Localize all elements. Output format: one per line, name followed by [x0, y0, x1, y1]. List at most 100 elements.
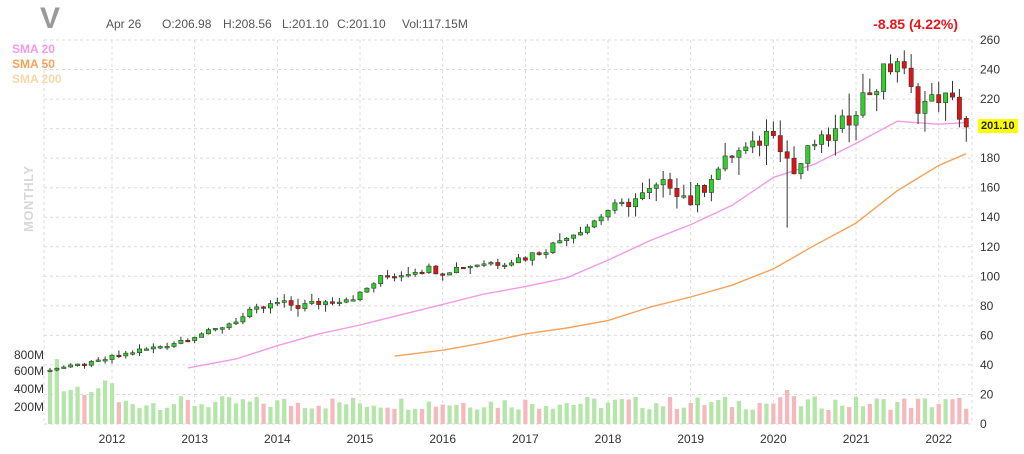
- volume-bar: [626, 399, 631, 424]
- volume-bar: [530, 403, 535, 424]
- candle-down: [295, 305, 301, 309]
- volume-bar: [440, 404, 445, 424]
- candle-down: [288, 300, 294, 306]
- time-tick-label: 2016: [429, 432, 456, 446]
- volume-bar: [819, 408, 824, 424]
- grid: [43, 39, 973, 425]
- candle-down: [185, 340, 191, 343]
- candle-down: [956, 96, 962, 120]
- candle-up: [557, 240, 563, 244]
- volume-bar: [419, 408, 425, 424]
- volume-bar: [288, 406, 294, 424]
- volume-bar: [206, 407, 211, 424]
- candle-up: [212, 328, 218, 331]
- volume-bar: [54, 359, 60, 424]
- volume-bar: [709, 401, 714, 424]
- volume-bar: [764, 403, 769, 424]
- candle-up: [598, 216, 604, 222]
- candle-up: [646, 188, 652, 194]
- volume-bar: [661, 406, 666, 424]
- candle-up: [206, 329, 211, 335]
- open-value: O:206.98: [162, 17, 212, 31]
- volume-bar: [392, 408, 397, 424]
- volume-bar: [447, 405, 452, 424]
- candle-up: [543, 252, 549, 255]
- time-tick-label: 2013: [181, 432, 208, 446]
- price-tick-label: 40: [980, 358, 994, 372]
- time-tick-label: 2022: [925, 432, 952, 446]
- candle-down: [867, 92, 873, 96]
- candle-up: [192, 337, 198, 341]
- candle-up: [75, 363, 80, 366]
- candle-down: [784, 151, 790, 159]
- candle-up: [68, 364, 74, 368]
- candle-down: [667, 179, 673, 189]
- volume-bar: [743, 409, 748, 424]
- candle-down: [826, 134, 831, 141]
- time-tick-label: 2012: [99, 432, 126, 446]
- volume-bar: [915, 398, 921, 424]
- candle-down: [777, 135, 783, 153]
- volume-bar: [337, 402, 342, 424]
- volume-axis-ticks: 200M 400M 600M 800M: [14, 348, 44, 414]
- volume-bar: [640, 407, 645, 424]
- candle-up: [695, 185, 701, 206]
- volume-bar: [178, 396, 184, 424]
- volume-bar: [102, 380, 108, 424]
- candle-up: [853, 114, 859, 126]
- volume-bar: [475, 409, 480, 424]
- volume-bar: [964, 408, 969, 424]
- volume-bar: [61, 391, 66, 424]
- price-axis-ticks: 020406080100120140160180200220240260: [980, 33, 1000, 431]
- candle-down: [963, 118, 969, 128]
- candle-up: [336, 301, 342, 304]
- volume-bar: [282, 398, 287, 424]
- volume-bar: [516, 409, 521, 424]
- volume-value: Vol:117.15M: [402, 17, 468, 31]
- time-tick-label: 2021: [843, 432, 870, 446]
- price-change: -8.85 (4.22%): [873, 16, 958, 32]
- volume-bar: [667, 396, 673, 424]
- volume-bar: [543, 406, 549, 424]
- volume-bar: [275, 400, 280, 424]
- candle-down: [433, 265, 439, 275]
- candle-down: [495, 262, 501, 266]
- volume-bar: [371, 405, 376, 424]
- volume-bar: [791, 396, 797, 424]
- candle-up: [302, 303, 308, 309]
- volume-bars: [47, 359, 969, 424]
- volume-bar: [860, 406, 866, 424]
- candle-down: [82, 363, 87, 366]
- volume-bar: [364, 406, 370, 424]
- volume-bar: [116, 402, 122, 424]
- sma20-line: [187, 120, 967, 369]
- volume-bar: [957, 397, 962, 424]
- volume-bar: [950, 399, 955, 424]
- high-value: H:208.56: [223, 17, 272, 31]
- candle-up: [743, 146, 749, 151]
- volume-bar: [454, 404, 459, 424]
- volume-bar: [385, 407, 390, 424]
- candle-up: [171, 343, 177, 347]
- volume-bar: [213, 401, 218, 424]
- candle-down: [626, 201, 632, 208]
- candle-up: [323, 301, 329, 305]
- candle-up: [605, 210, 611, 218]
- volume-bar: [109, 383, 115, 424]
- volume-bar: [247, 401, 252, 424]
- candle-up: [798, 163, 804, 175]
- volume-bar: [619, 399, 624, 424]
- price-tick-label: 20: [980, 387, 994, 401]
- volume-bar: [674, 408, 680, 424]
- volume-bar: [902, 398, 907, 424]
- volume-bar: [185, 399, 190, 424]
- candle-up: [281, 300, 287, 303]
- candle-up: [398, 275, 404, 278]
- candle-up: [157, 346, 163, 349]
- candle-down: [440, 273, 446, 276]
- candle-up: [764, 130, 769, 146]
- volume-bar: [123, 400, 128, 424]
- volume-bar: [578, 403, 583, 424]
- volume-bar: [261, 403, 266, 424]
- volume-bar: [785, 390, 790, 424]
